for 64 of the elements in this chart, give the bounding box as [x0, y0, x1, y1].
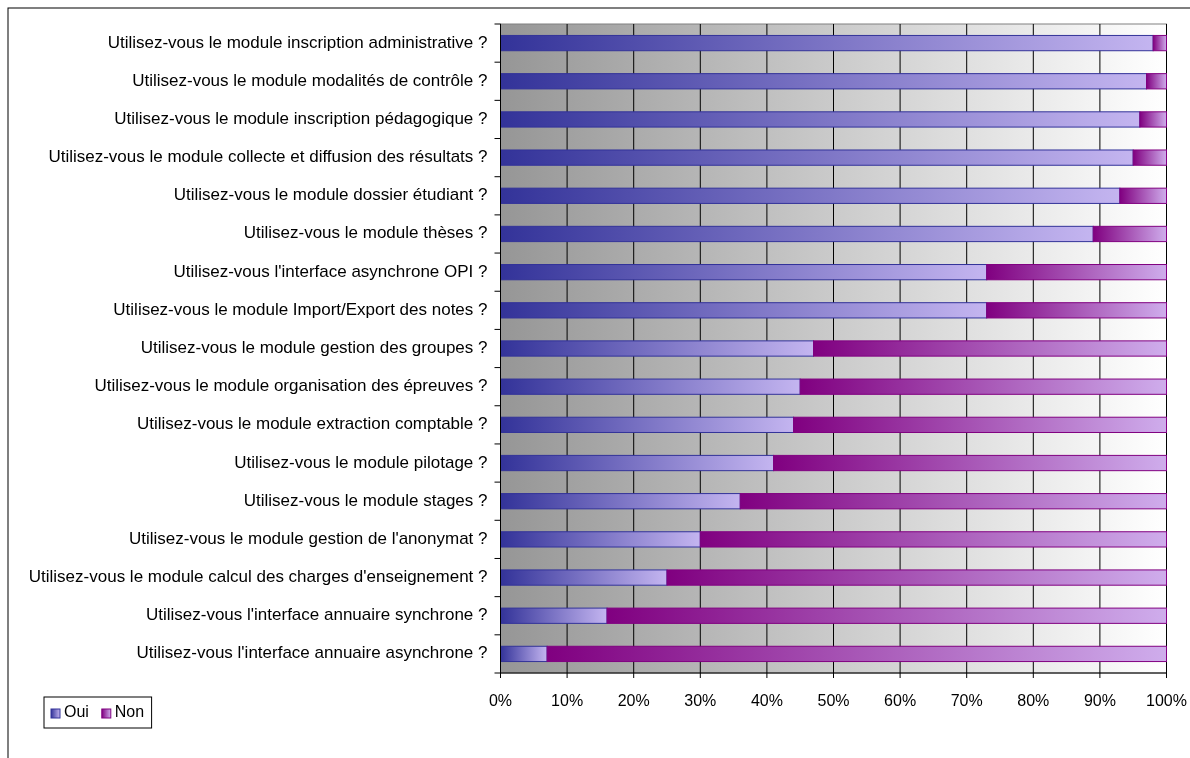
y-tick-label: Utilisez-vous l'interface annuaire asynchrone ?	[136, 643, 488, 663]
y-tick-label: Utilisez-vous le module gestion des groupes ?	[140, 337, 488, 357]
bar	[699, 531, 1167, 548]
bar	[500, 645, 548, 663]
bar	[1132, 149, 1167, 166]
bar	[500, 607, 608, 624]
bar	[546, 645, 1167, 663]
bar	[500, 225, 1094, 243]
bar	[666, 569, 1167, 586]
x-tick-label: 70%	[950, 692, 983, 709]
bar	[500, 531, 701, 548]
y-tick-label: Utilisez-vous le module organisation des épreuves ?	[94, 376, 488, 396]
y-tick-label: Utilisez-vous le module gestion de l'anonymat ?	[128, 528, 488, 548]
x-tick-label: 60%	[884, 692, 917, 709]
x-tick-label: 40%	[750, 692, 783, 709]
x-tick-label: 100%	[1146, 692, 1187, 709]
x-tick-label: 30%	[684, 692, 717, 709]
x-tick-label: 50%	[817, 692, 850, 709]
bar	[500, 111, 1141, 128]
legend-label: Oui	[64, 703, 89, 721]
bar	[793, 416, 1167, 433]
x-tick-label: 90%	[1083, 692, 1116, 709]
bar	[986, 302, 1167, 319]
legend-label: Non	[114, 703, 145, 721]
bar	[813, 340, 1167, 357]
bar	[799, 378, 1167, 395]
y-tick-label: Utilisez-vous le module Import/Export des notes ?	[113, 299, 488, 319]
y-tick-label: Utilisez-vous le module modalités de contrôle ?	[132, 70, 488, 90]
bar	[500, 454, 775, 472]
bar	[773, 454, 1167, 472]
bar	[1146, 73, 1167, 90]
bar	[500, 378, 801, 395]
y-tick-label: Utilisez-vous l'interface annuaire synchrone ?	[145, 605, 488, 625]
bar	[500, 493, 741, 510]
y-tick-label: Utilisez-vous le module inscription pédagogique ?	[114, 108, 488, 128]
y-tick-label: Utilisez-vous le module thèses ?	[243, 223, 488, 243]
y-tick-label: Utilisez-vous l'interface asynchrone OPI ?	[173, 261, 488, 281]
bar	[500, 264, 988, 281]
bar	[500, 34, 1154, 52]
y-tick-label: Utilisez-vous le module extraction comptable ?	[136, 414, 488, 434]
bar	[500, 340, 815, 357]
x-tick-label: 0%	[488, 692, 513, 709]
y-tick-label: Utilisez-vous le module dossier étudiant ?	[173, 185, 488, 205]
bar	[739, 493, 1167, 510]
bar	[500, 73, 1148, 90]
bar	[986, 264, 1167, 281]
bar	[500, 149, 1134, 166]
bar	[1152, 34, 1167, 52]
y-tick-label: Utilisez-vous le module pilotage ?	[234, 452, 488, 472]
bar	[500, 187, 1121, 204]
x-tick-label: 20%	[617, 692, 650, 709]
bar	[606, 607, 1167, 624]
bar	[1119, 187, 1167, 204]
bar	[1139, 111, 1167, 128]
bar	[500, 302, 988, 319]
x-tick-label: 10%	[551, 692, 584, 709]
bar	[1092, 225, 1167, 243]
bar	[500, 569, 668, 586]
y-tick-label: Utilisez-vous le module collecte et diffusion des résultats ?	[48, 147, 488, 167]
y-tick-label: Utilisez-vous le module inscription administrative ?	[107, 32, 488, 52]
y-tick-label: Utilisez-vous le module calcul des charges d'enseignement ?	[28, 567, 488, 587]
x-tick-label: 80%	[1017, 692, 1050, 709]
y-tick-label: Utilisez-vous le module stages ?	[243, 490, 488, 510]
bar	[500, 416, 795, 433]
